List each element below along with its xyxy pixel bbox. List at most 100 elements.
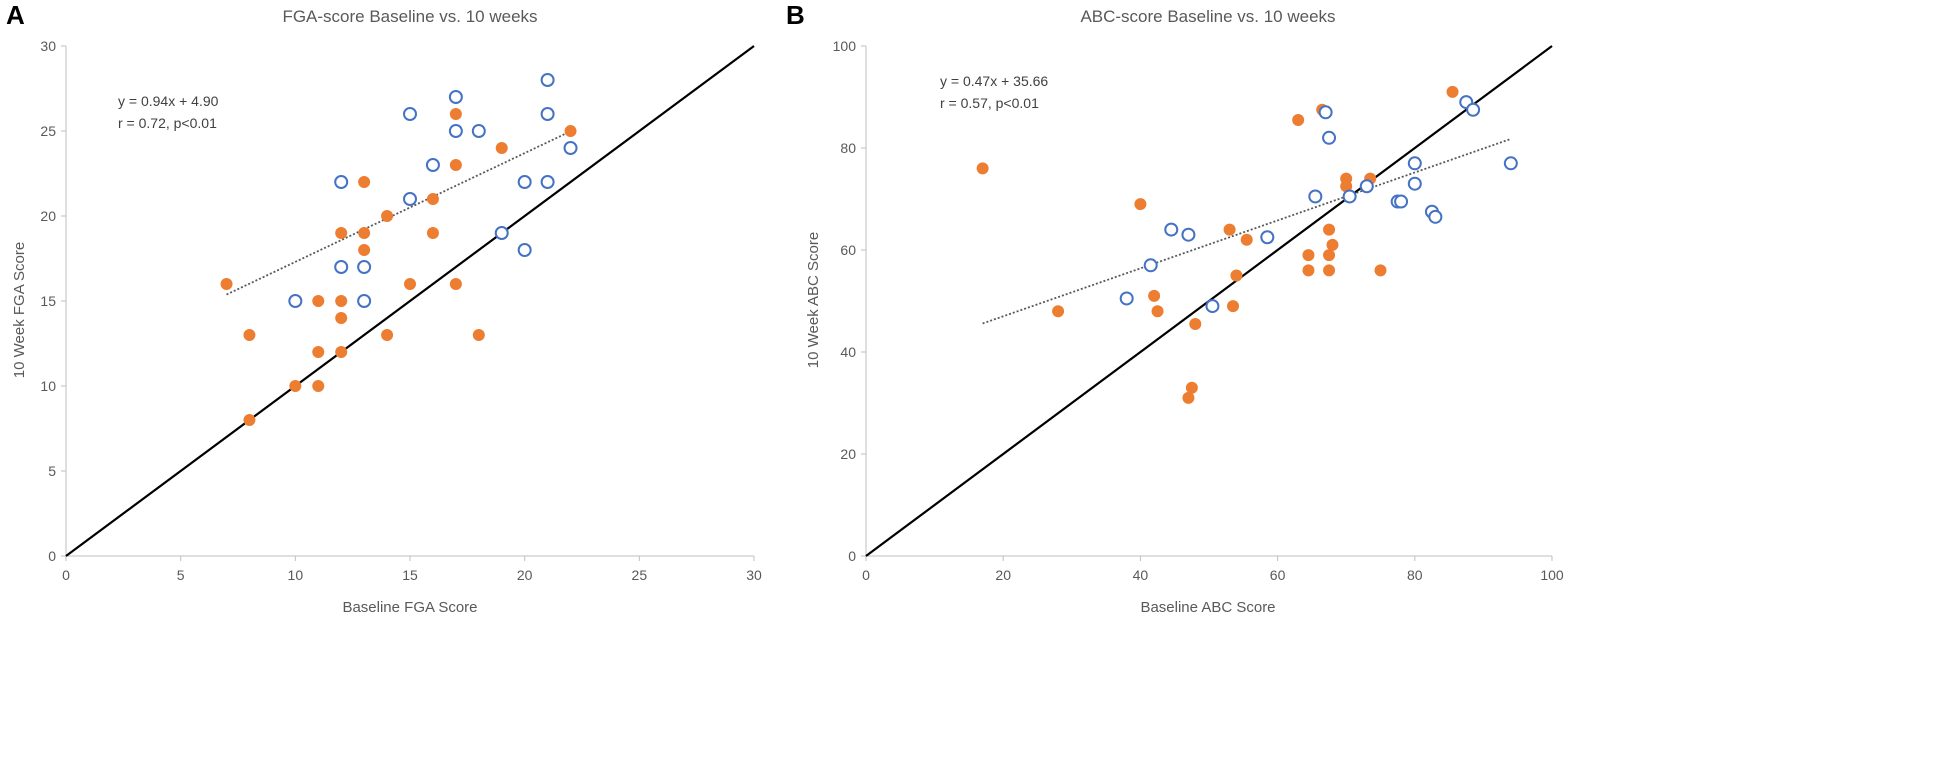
panel-a-point-filled [312,295,325,307]
panel-a-y-ticks: 0 5 10 15 20 25 30 [40,38,66,564]
panel-a-point-filled [472,329,485,341]
panel-b-y-tick-label: 20 [840,446,856,462]
panel-b-point-open [1466,102,1481,117]
panel-a-x-tick-label: 30 [746,567,762,583]
panel-b-y-axis-label: 10 Week ABC Score [805,232,822,368]
panel-a-y-tick-label: 30 [40,38,56,54]
panel-a-x-axis-label: Baseline FGA Score [342,599,477,616]
panel-b-point-open [1143,258,1158,273]
panel-a-point-filled [449,108,462,120]
panel-a-point-filled [564,125,577,137]
panel-b-y-tick-label: 40 [840,344,856,360]
panel-a-point-open [540,73,555,87]
panel-a-point-filled [335,312,348,324]
panel-a-y-tick-label: 15 [40,293,56,309]
panel-b-point-filled [1326,238,1339,251]
panel-b-point-open [1318,105,1333,120]
panel-a-x-tick-label: 25 [632,567,648,583]
panel-b-correlation: r = 0.57, p<0.01 [940,95,1039,111]
panel-a-point-open [403,192,417,206]
panel-a-point-filled [381,210,394,222]
panel-b-point-filled [1302,264,1315,277]
panel-a-letter: A [6,0,25,30]
panel-b-point-filled [1151,305,1164,318]
panel-a-point-filled [449,159,462,171]
panel-b: B ABC-score Baseline vs. 10 weeks Baseli… [786,0,1564,616]
panel-a-point-open [494,226,509,240]
panel-b-x-tick-label: 80 [1407,567,1423,583]
panel-b-point-filled [1052,305,1065,318]
panel-b-y-tick-label: 100 [833,38,857,54]
panel-b-point-open [1394,194,1409,209]
panel-b-y-tick-label: 60 [840,242,856,258]
panel-a-y-tick-label: 10 [40,378,56,394]
panel-b-x-axis-label: Baseline ABC Score [1140,599,1275,616]
panel-b-point-filled [1446,85,1459,98]
panel-b-x-tick-label: 60 [1270,567,1286,583]
panel-b-point-filled [1323,249,1336,262]
panel-b-point-filled [1230,269,1243,282]
panel-a-point-filled [335,346,348,358]
panel-b-point-filled [1189,317,1202,330]
panel-b-point-open [1322,130,1337,145]
panel-b-point-filled [1182,391,1195,404]
panel-a-point-open [357,294,372,308]
panel-b-letter: B [786,0,805,30]
panel-a-point-filled [495,142,508,154]
panel-b-point-filled [1227,300,1240,313]
panel-a-lines [65,45,755,557]
panel-a-x-tick-label: 15 [402,567,418,583]
panel-a-point-open [540,175,555,189]
panel-a-point-open [357,260,372,274]
panel-a-point-filled [426,193,439,205]
panel-b-point-filled [1292,113,1305,126]
panel-a-point-open [288,294,303,308]
panel-b-point-filled [1323,264,1336,277]
panel-a-point-open [540,107,555,121]
panel-a-y-tick-label: 25 [40,123,56,139]
panel-a-point-filled [335,227,348,239]
panel-b-x-tick-label: 0 [862,567,870,583]
panel-b-x-tick-label: 20 [995,567,1011,583]
panel-b-y-tick-label: 80 [840,140,856,156]
panel-a-point-filled [220,278,233,290]
panel-a-point-filled [335,295,348,307]
panel-a-x-tick-label: 10 [288,567,304,583]
panel-a-point-filled [449,278,462,290]
panel-a-point-filled [404,278,416,290]
panel-a-point-filled [381,329,394,341]
panel-a-y-tick-label: 20 [40,208,56,224]
panel-b-y-tick-label: 0 [848,548,856,564]
panel-b-point-open [1164,222,1179,237]
panel-a-x-ticks: 0 5 10 15 20 25 30 [62,556,762,583]
panel-b-point-open [1260,230,1275,245]
panel-b-point-open [1503,156,1518,171]
panel-b-point-open [1359,179,1374,194]
panel-b-point-filled [1134,198,1147,211]
panel-b-point-open [1119,291,1134,306]
panel-a-points [220,73,578,426]
panel-a-y-axis-label: 10 Week FGA Score [11,242,28,378]
panel-b-trendline [982,138,1512,325]
panel-a-point-open [471,124,486,138]
panel-b-point-filled [1374,264,1387,277]
panel-b-point-open [1205,299,1220,314]
panel-a-x-tick-label: 0 [62,567,70,583]
panel-a-x-tick-label: 5 [177,567,185,583]
panel-b-point-open [1428,209,1443,224]
panel-a-point-open [334,175,349,189]
panel-b-y-ticks: 0 20 40 60 80 100 [833,38,866,564]
panel-b-point-filled [1323,223,1336,236]
panel-b-point-open [1407,176,1422,191]
panel-a-point-open [448,90,463,104]
panel-b-point-filled [1185,381,1198,394]
panel-a-point-filled [312,380,325,392]
panel-a-point-open [517,243,532,257]
panel-a-point-open [425,158,440,172]
panel-a-point-open [448,124,463,138]
panel-b-x-tick-label: 40 [1133,567,1149,583]
panel-a-point-filled [243,414,256,426]
panel-a-point-filled [243,329,256,341]
